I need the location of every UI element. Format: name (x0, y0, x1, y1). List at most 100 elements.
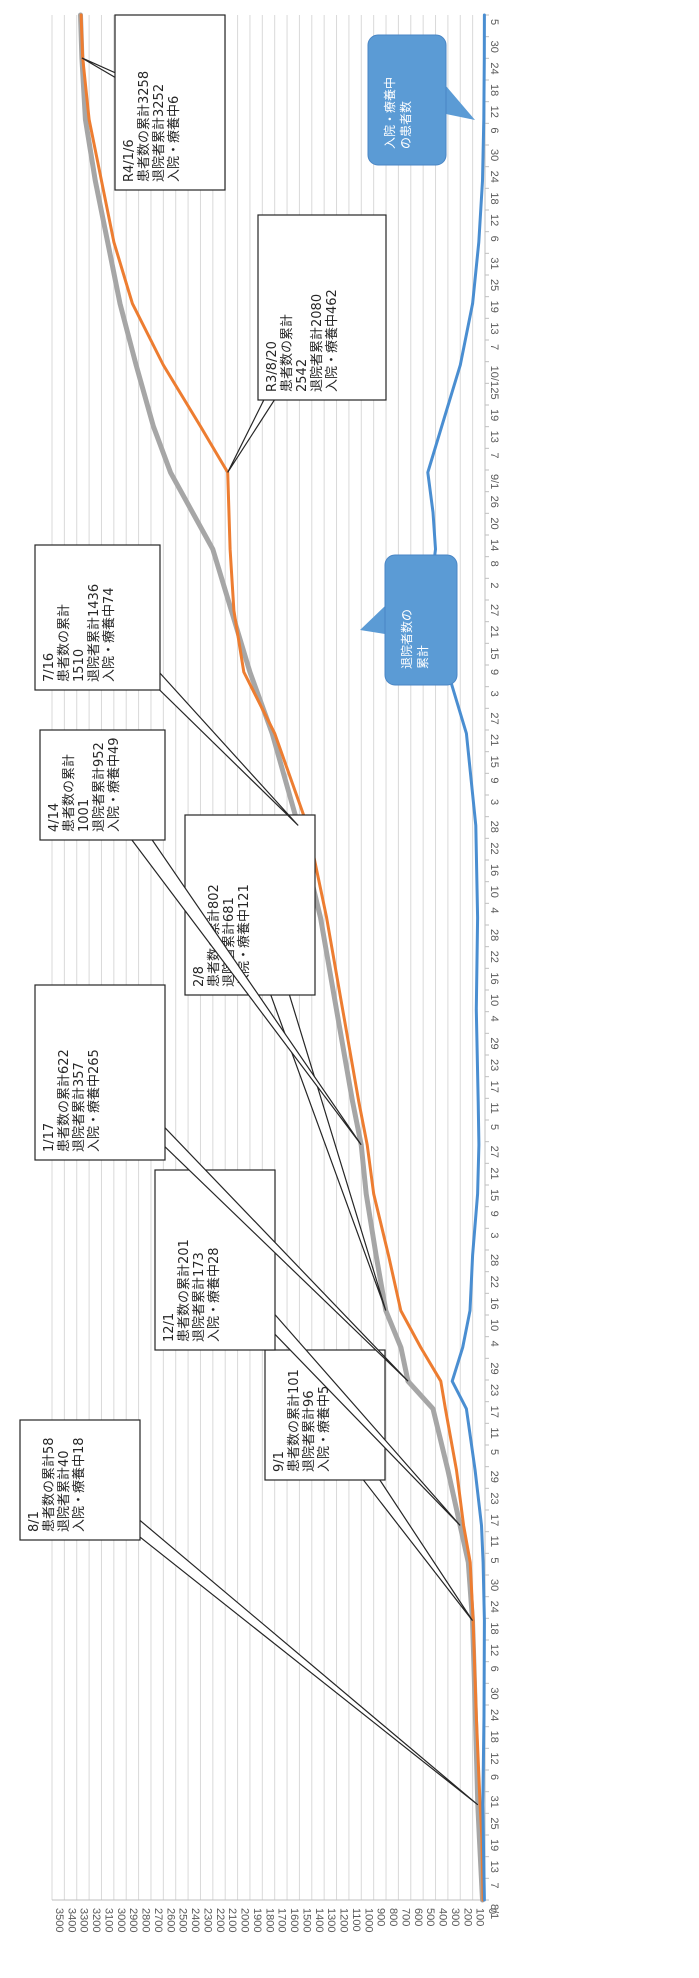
annotation-line: 退院者累計96 (301, 1390, 317, 1472)
x-tick-label: 27 (488, 604, 500, 616)
y-tick-label: 2100 (226, 1908, 238, 1932)
x-tick-label: 17 (488, 1081, 500, 1093)
y-tick-label: 100 (474, 1908, 486, 1926)
x-tick-label: 23 (488, 1492, 500, 1504)
x-tick-label: 25 (488, 279, 500, 291)
y-axis-ticks: 0100200300400500600700800900100011001200… (53, 1908, 498, 1932)
x-tick-label: 3 (488, 691, 500, 697)
x-tick-label: 30 (488, 41, 500, 53)
x-tick-label: 18 (488, 1731, 500, 1743)
annotation-pointer-join (311, 306, 333, 309)
x-tick-label: 9 (488, 1211, 500, 1217)
annotation-line: 患者数の累計3258 (136, 71, 152, 182)
x-tick-label: 16 (488, 972, 500, 984)
y-tick-label: 400 (437, 1908, 449, 1926)
y-tick-label: 1500 (300, 1908, 312, 1932)
annotation-line: R4/1/6 (122, 139, 137, 182)
x-tick-label: 24 (488, 1709, 500, 1721)
x-tick-label: 3 (488, 1232, 500, 1238)
x-tick-label: 31 (488, 257, 500, 269)
y-tick-label: 1300 (325, 1908, 337, 1932)
y-tick-label: 3200 (90, 1908, 102, 1932)
x-tick-label: 24 (488, 62, 500, 74)
annotation-line: 入院・療養中18 (71, 1437, 87, 1532)
y-tick-label: 3000 (115, 1908, 127, 1932)
y-tick-label: 1100 (350, 1908, 362, 1932)
x-tick-label: 15 (488, 1189, 500, 1201)
annotation-line: 患者数の累計101 (286, 1369, 302, 1472)
x-tick-label: 19 (488, 409, 500, 421)
y-tick-label: 1400 (313, 1908, 325, 1932)
series-line-2 (79, 13, 485, 1902)
x-tick-label: 27 (488, 1146, 500, 1158)
y-tick-label: 2300 (201, 1908, 213, 1932)
x-tick-label: 7 (488, 1882, 500, 1888)
callout-line: 退院者数の (399, 609, 414, 669)
x-tick-label: 11 (488, 1427, 500, 1438)
x-tick-label: 29 (488, 1471, 500, 1483)
annotation-box (34, 984, 166, 1161)
x-tick-label: 6 (488, 236, 500, 242)
x-tick-label: 10 (488, 886, 500, 898)
x-tick-label: 24 (488, 171, 500, 183)
annotation-line: 患者数の累計58 (41, 1437, 57, 1532)
x-tick-label: 30 (488, 1579, 500, 1591)
annotation-line: 8/1 (27, 1511, 42, 1532)
x-tick-label: 5 (488, 19, 500, 25)
callout-2: 入院・療養中 の患者数 (367, 34, 475, 166)
y-tick-label: 2700 (152, 1908, 164, 1932)
annotation-line: 入院・療養中5 (316, 1386, 332, 1472)
annotation-pointer-join (86, 616, 109, 619)
x-tick-label: 6 (488, 1666, 500, 1672)
x-tick-label: 21 (488, 626, 500, 638)
callout-box (384, 554, 458, 686)
x-tick-label: 16 (488, 1297, 500, 1309)
y-tick-label: 3500 (53, 1908, 65, 1932)
annotation-line: R3/8/20 (265, 341, 280, 392)
x-tick-label: 13 (488, 1861, 500, 1873)
annotation-4: 1/17 患者数の累計622 退院者累計357 入院・療養中265 (34, 984, 409, 1382)
x-tick-label: 17 (488, 1514, 500, 1526)
y-tick-label: 2600 (164, 1908, 176, 1932)
annotation-6: 4/14 患者数の累計 1001 退院者累計952 入院・療養中49 (39, 729, 362, 1146)
x-tick-label: 5 (488, 1124, 500, 1130)
x-tick-label: 23 (488, 1059, 500, 1071)
x-tick-label: 28 (488, 929, 500, 941)
annotation-line: 退院者累計40 (56, 1450, 72, 1532)
x-tick-label: 9 (488, 669, 500, 675)
x-tick-label: 21 (488, 734, 500, 746)
annotation-line: 退院者累計2080 (309, 294, 325, 392)
annotation-line: 退院者累計173 (191, 1252, 207, 1342)
x-tick-label: 7 (488, 452, 500, 458)
x-tick-label: 25 (488, 387, 500, 399)
x-tick-label: 5 (488, 1557, 500, 1563)
x-tick-label: 3 (488, 799, 500, 805)
x-tick-label: 4 (488, 1341, 500, 1347)
annotation-pointer-join (159, 101, 181, 104)
x-tick-label: 21 (488, 1167, 500, 1179)
x-tick-label: 28 (488, 1254, 500, 1266)
x-axis-ticks: 8/17131925316121824306121824305111723295… (485, 14, 500, 1919)
y-tick-label: 2200 (214, 1908, 226, 1932)
x-tick-label: 12 (488, 1644, 500, 1656)
x-tick-label: 29 (488, 1362, 500, 1374)
annotation-line: 4/14 (47, 803, 62, 832)
x-tick-label: 18 (488, 192, 500, 204)
series-callouts: 退院者数の 累計 入院・療養中 の患者数 (360, 34, 475, 686)
y-tick-label: 2400 (189, 1908, 201, 1932)
annotation-8: R3/8/20 患者数の累計 2542 退院者累計2080 入院・療養中462 (227, 214, 387, 473)
annotation-7: 7/16 患者数の累計 1510 退院者累計1436 入院・療養中74 (34, 544, 299, 826)
x-tick-label: 10/1 (488, 366, 500, 387)
annotation-5: 2/8患者数の累計802退院者累計681入院・療養中121 (184, 814, 387, 1311)
y-tick-label: 1200 (338, 1908, 350, 1932)
y-tick-label: 1800 (263, 1908, 275, 1932)
annotation-pointer-join (89, 1071, 111, 1074)
y-tick-label: 1900 (251, 1908, 263, 1932)
annotation-9: R4/1/6 患者数の累計3258 退院者累計3252 入院・療養中6 (81, 14, 226, 191)
x-tick-label: 20 (488, 517, 500, 529)
x-tick-label: 12 (488, 1752, 500, 1764)
annotation-pointer-join (239, 904, 261, 906)
x-tick-label: 27 (488, 712, 500, 724)
annotation-line: 患者数の累計201 (176, 1239, 192, 1342)
